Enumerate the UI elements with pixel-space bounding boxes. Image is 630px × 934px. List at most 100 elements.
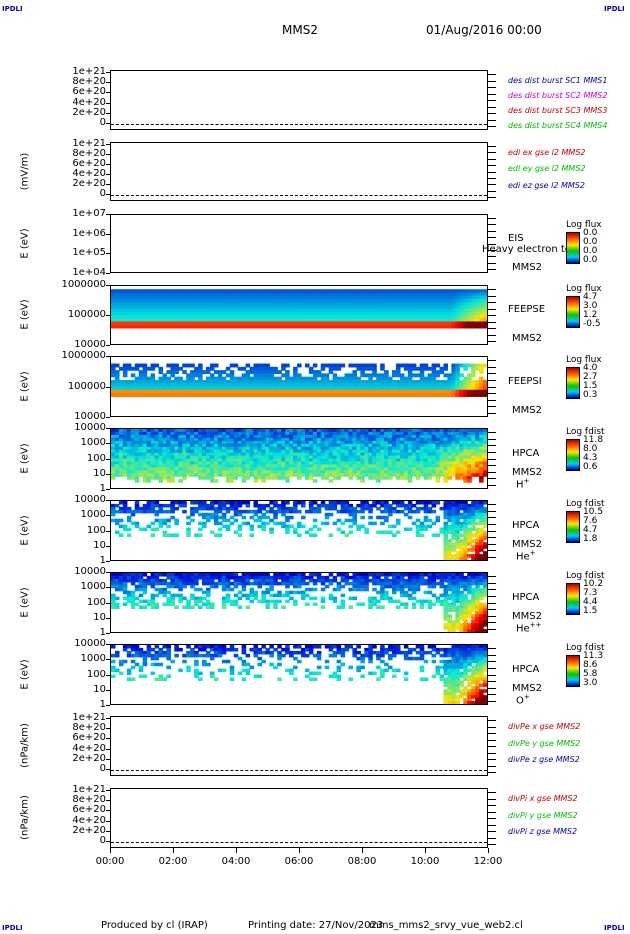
spectrogram-cell	[162, 578, 168, 583]
spectrogram-cell	[423, 581, 429, 586]
spectrogram-cell	[407, 476, 413, 480]
spectrogram-cell	[475, 533, 480, 537]
spectrogram-cell	[150, 363, 156, 368]
spectrogram-cell	[134, 292, 140, 297]
spectrogram-cell	[399, 467, 405, 471]
spectrogram-cell	[289, 379, 294, 384]
spectrogram-cell	[111, 434, 116, 439]
spectrogram-cell	[483, 473, 487, 477]
y-tick-mark	[106, 174, 110, 175]
spectrogram-cell	[289, 581, 294, 586]
spectrogram-cell	[205, 308, 211, 313]
spectrogram-cell	[186, 581, 191, 586]
spectrogram-cell	[364, 455, 369, 460]
spectrogram-cell	[332, 473, 338, 477]
spectrogram-cell	[451, 321, 456, 326]
spectrogram-cell	[285, 506, 290, 511]
spectrogram-cell	[451, 305, 456, 310]
spectrogram-cell	[479, 449, 484, 454]
spectrogram-cell	[395, 473, 401, 477]
spectrogram-cell	[245, 393, 251, 397]
spectrogram-cell	[479, 536, 484, 540]
spectrogram-cell	[285, 479, 290, 483]
spectrogram-cell	[380, 318, 385, 323]
spectrogram-cell	[297, 305, 302, 310]
spectrogram-cell	[202, 308, 207, 313]
spectrogram-cell	[443, 458, 449, 463]
spectrogram-cell	[411, 324, 417, 329]
spectrogram-cell	[158, 467, 164, 471]
spectrogram-cell	[178, 386, 183, 391]
spectrogram-cell	[443, 626, 449, 630]
spectrogram-cell	[435, 389, 441, 394]
spectrogram-cell	[253, 308, 259, 313]
spectrogram-cell	[162, 437, 168, 442]
spectrogram-cell	[138, 434, 144, 439]
right-tick-mark	[488, 366, 496, 368]
spectrogram-cell	[142, 452, 148, 457]
spectrogram-cell	[399, 383, 405, 388]
spectrogram-cell	[328, 512, 334, 517]
spectrogram-cell	[213, 389, 219, 394]
spectrogram-cell	[479, 501, 484, 505]
spectrogram-cell	[324, 521, 330, 526]
spectrogram-cell	[229, 429, 235, 433]
spectrogram-cell	[419, 581, 425, 586]
spectrogram-cell	[451, 548, 456, 552]
spectrogram-cell	[277, 581, 282, 586]
spectrogram-cell	[154, 573, 160, 577]
spectrogram-cell	[312, 440, 318, 445]
spectrogram-cell	[364, 587, 369, 592]
spectrogram-cell	[320, 455, 326, 460]
spectrogram-cell	[304, 315, 310, 319]
spectrogram-cell	[475, 464, 480, 468]
spectrogram-cell	[162, 443, 168, 448]
spectrogram-cell	[384, 308, 389, 313]
spectrogram-cell	[134, 503, 140, 508]
spectrogram-cell	[403, 605, 409, 609]
spectrogram-cell	[213, 379, 219, 384]
spectrogram-cell	[320, 434, 326, 439]
spectrogram-cell	[122, 440, 128, 445]
spectrogram-cell	[451, 515, 456, 520]
spectrogram-cell	[376, 302, 381, 306]
spectrogram-cell	[170, 575, 175, 580]
spectrogram-cell	[407, 573, 413, 577]
spectrogram-cell	[439, 464, 445, 468]
spectrogram-cell	[459, 386, 464, 391]
spectrogram-cell	[403, 292, 409, 297]
spectrogram-cell	[451, 298, 456, 303]
spectrogram-cell	[233, 446, 239, 451]
spectrogram-cell	[364, 302, 369, 306]
spectrogram-cell	[328, 458, 334, 463]
spectrogram-cell	[431, 449, 437, 454]
spectrogram-cell	[431, 503, 437, 508]
spectrogram-cell	[459, 515, 464, 520]
spectrogram-cell	[332, 302, 338, 306]
spectrogram-cell	[285, 590, 290, 595]
spectrogram-cell	[415, 315, 421, 319]
spectrogram-cell	[300, 298, 306, 303]
spectrogram-cell	[300, 461, 306, 465]
y-tick-mark	[106, 417, 110, 418]
spectrogram-cell	[265, 452, 270, 457]
spectrogram-cell	[245, 292, 251, 297]
spectrogram-cell	[459, 383, 464, 388]
spectrogram-cell	[312, 449, 318, 454]
spectrogram-cell	[253, 321, 259, 326]
spectrogram-cell	[237, 446, 243, 451]
spectrogram-cell	[392, 470, 397, 474]
spectrogram-cell	[198, 389, 203, 394]
right-tick-mark	[488, 458, 496, 460]
spectrogram-cell	[380, 376, 385, 381]
spectrogram-cell	[186, 599, 191, 604]
spectrogram-cell	[368, 324, 373, 329]
spectrogram-cell	[293, 298, 298, 303]
spectrogram-cell	[150, 573, 156, 577]
spectrogram-cell	[344, 393, 350, 397]
spectrogram-cell	[312, 302, 318, 306]
spectrogram-cell	[182, 581, 187, 586]
spectrogram-cell	[217, 295, 223, 300]
y-tick-label: 4e+20	[72, 168, 106, 179]
spectrogram-cell	[324, 311, 330, 316]
